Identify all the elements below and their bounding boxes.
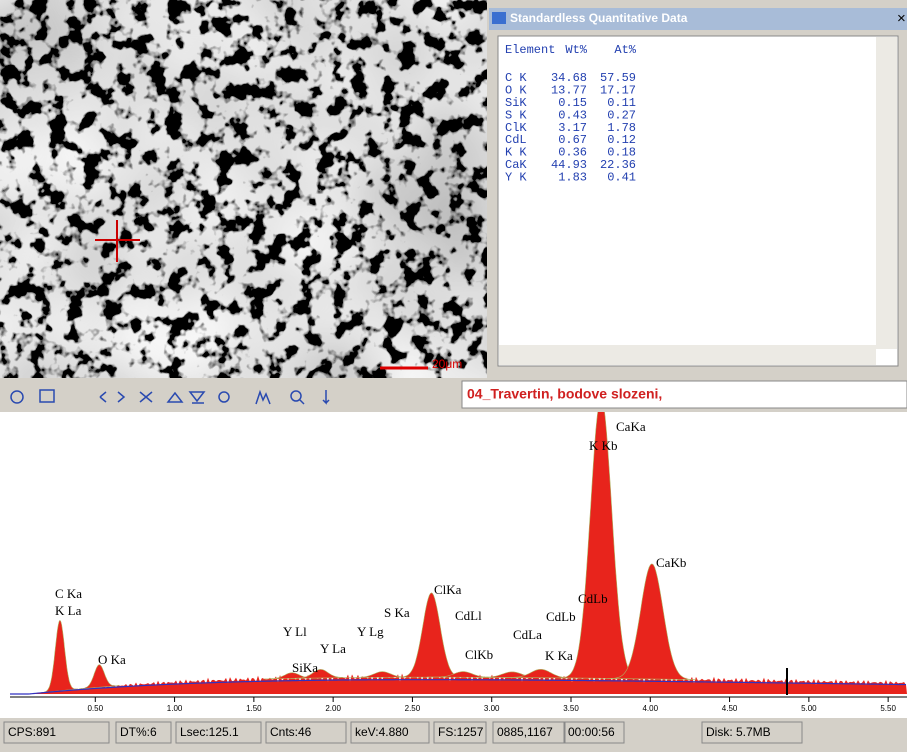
status-text: Lsec:125.1 xyxy=(180,725,239,739)
status-text: Disk: 5.7MB xyxy=(706,725,771,739)
peak-label: ClKb xyxy=(465,647,493,662)
peak-label: SiKa xyxy=(292,660,318,675)
peak-label: C Ka xyxy=(55,586,82,601)
tick-label: 1.50 xyxy=(246,704,262,713)
window-icon xyxy=(492,12,506,24)
peak-label: O Ka xyxy=(98,652,126,667)
tick-label: 5.00 xyxy=(801,704,817,713)
h-scrollbar[interactable] xyxy=(499,345,876,365)
table-header: Wt% xyxy=(565,43,587,57)
peak-label: CaKb xyxy=(656,555,686,570)
tick-label: 3.50 xyxy=(563,704,579,713)
peak-label: Y Lg xyxy=(357,624,384,639)
table-cell: 0.41 xyxy=(607,170,636,184)
table-header: At% xyxy=(614,43,636,57)
peak-label: K Ka xyxy=(545,648,573,663)
status-text: Cnts:46 xyxy=(270,725,312,739)
tick-label: 0.50 xyxy=(87,704,103,713)
peak-label: Y La xyxy=(320,641,346,656)
v-scrollbar[interactable] xyxy=(876,37,897,349)
tick-label: 2.50 xyxy=(405,704,421,713)
eds-app: 20μm Standardless Quantitative Data × El… xyxy=(0,0,907,747)
status-text: 00:00:56 xyxy=(568,725,615,739)
scale-label: 20μm xyxy=(432,357,462,371)
tick-label: 5.50 xyxy=(880,704,896,713)
sem-image xyxy=(0,0,487,378)
peak-label: Y Ll xyxy=(283,624,307,639)
tick-label: 4.50 xyxy=(722,704,738,713)
table-header: Element xyxy=(505,43,555,57)
peak-label: CdLb xyxy=(546,609,576,624)
status-text: DT%:6 xyxy=(120,725,157,739)
window-title: Standardless Quantitative Data xyxy=(510,11,688,25)
table-cell: 1.83 xyxy=(558,170,587,184)
table-cell: Y K xyxy=(505,170,527,184)
close-button[interactable]: × xyxy=(897,10,906,27)
peak-label: ClKa xyxy=(434,582,462,597)
status-text: FS:1257 xyxy=(438,725,484,739)
peak-label: CdLl xyxy=(455,608,482,623)
status-text: CPS:891 xyxy=(8,725,56,739)
peak-label: CdLb xyxy=(578,591,608,606)
status-text: 0885,1167 xyxy=(497,725,553,739)
peak-label: CdLa xyxy=(513,627,542,642)
peak-label: S Ka xyxy=(384,605,410,620)
peak-label: K Kb xyxy=(589,438,618,453)
sample-name: 04_Travertin, bodove slozeni, xyxy=(467,386,662,402)
status-text: keV:4.880 xyxy=(355,725,409,739)
tick-label: 2.00 xyxy=(325,704,341,713)
tick-label: 4.00 xyxy=(642,704,658,713)
tick-label: 3.00 xyxy=(484,704,500,713)
peak-label: K La xyxy=(55,603,82,618)
peak-label: CaKa xyxy=(616,419,646,434)
spectrum-panel xyxy=(0,412,907,718)
tick-label: 1.00 xyxy=(167,704,183,713)
